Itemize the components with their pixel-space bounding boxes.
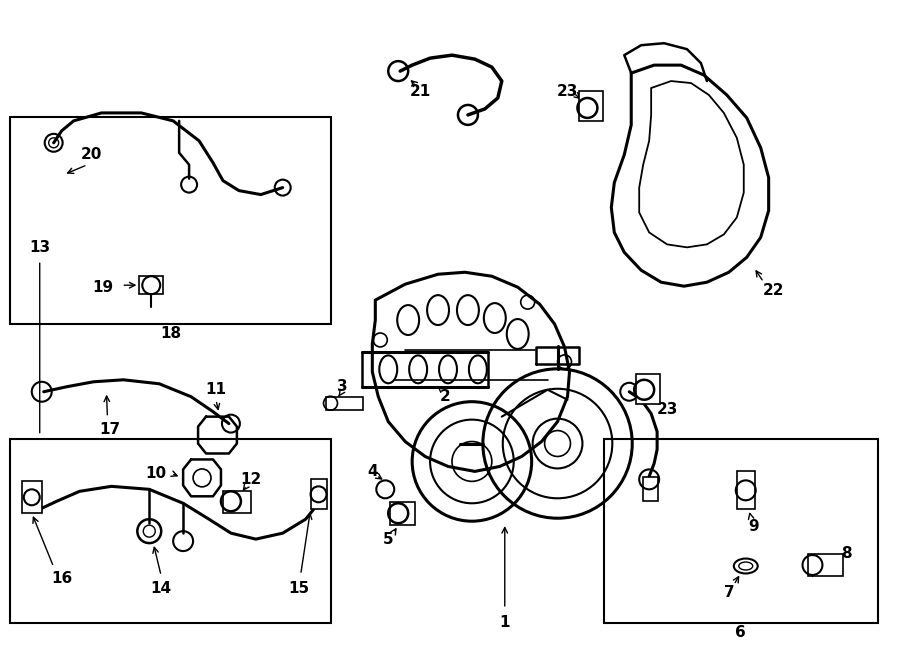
Text: 21: 21 xyxy=(410,83,431,99)
Text: 5: 5 xyxy=(382,532,393,547)
Text: 11: 11 xyxy=(205,382,227,397)
Bar xyxy=(310,479,327,509)
Text: 17: 17 xyxy=(99,422,120,437)
Bar xyxy=(644,477,658,501)
Bar xyxy=(10,438,330,623)
Bar xyxy=(580,91,603,121)
Text: 22: 22 xyxy=(763,283,785,298)
Text: 6: 6 xyxy=(735,625,746,640)
Text: 14: 14 xyxy=(150,581,172,596)
Bar xyxy=(604,438,878,623)
Bar xyxy=(223,491,251,513)
Text: 15: 15 xyxy=(288,581,310,596)
Text: 2: 2 xyxy=(439,389,450,404)
Text: 23: 23 xyxy=(557,83,578,99)
Text: 23: 23 xyxy=(657,402,679,417)
Text: 10: 10 xyxy=(146,466,166,481)
Bar xyxy=(737,471,755,509)
Text: 8: 8 xyxy=(841,545,851,561)
Text: 3: 3 xyxy=(338,379,347,395)
Bar xyxy=(140,276,163,294)
Bar xyxy=(10,117,330,324)
Text: 4: 4 xyxy=(367,464,378,479)
Text: 20: 20 xyxy=(81,147,103,162)
Text: 1: 1 xyxy=(500,615,510,630)
Text: 9: 9 xyxy=(749,519,759,534)
Text: 13: 13 xyxy=(29,240,50,255)
Bar xyxy=(391,502,415,525)
Bar xyxy=(808,554,843,576)
Text: 18: 18 xyxy=(160,326,182,342)
Bar xyxy=(22,481,41,513)
Text: 19: 19 xyxy=(93,279,113,295)
Text: 16: 16 xyxy=(51,571,72,587)
Bar xyxy=(636,374,660,404)
Bar xyxy=(326,397,364,410)
Text: 12: 12 xyxy=(240,472,262,487)
Text: 7: 7 xyxy=(724,585,734,600)
